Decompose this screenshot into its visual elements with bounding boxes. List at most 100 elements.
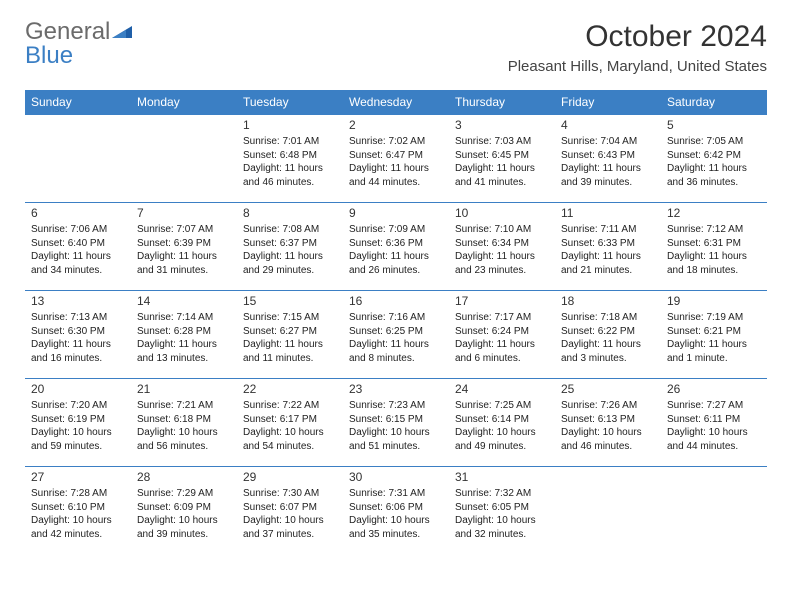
calendar-day: 16 Sunrise: 7:16 AMSunset: 6:25 PMDayligh… [343, 291, 449, 379]
day-number: 23 [349, 382, 443, 396]
day-info: Sunrise: 7:16 AMSunset: 6:25 PMDaylight:… [349, 311, 443, 365]
calendar-day: 15 Sunrise: 7:15 AMSunset: 6:27 PMDayligh… [237, 291, 343, 379]
day-number: 13 [31, 294, 125, 308]
day-number: 16 [349, 294, 443, 308]
day-header: Sunday [25, 90, 131, 115]
day-number: 1 [243, 118, 337, 132]
calendar-day: 4Sunrise: 7:04 AMSunset: 6:43 PMDaylight… [555, 115, 661, 203]
location: Pleasant Hills, Maryland, United States [508, 58, 767, 75]
calendar-day: 21 Sunrise: 7:21 AMSunset: 6:18 PMDayligh… [131, 379, 237, 467]
calendar-day: 13 Sunrise: 7:13 AMSunset: 6:30 PMDayligh… [25, 291, 131, 379]
day-number: 24 [455, 382, 549, 396]
day-info: Sunrise: 7:29 AMSunset: 6:09 PMDaylight:… [137, 487, 231, 541]
day-info: Sunrise: 7:17 AMSunset: 6:24 PMDaylight:… [455, 311, 549, 365]
day-number: 20 [31, 382, 125, 396]
day-number: 7 [137, 206, 231, 220]
day-info: Sunrise: 7:06 AMSunset: 6:40 PMDaylight:… [31, 223, 125, 277]
day-info: Sunrise: 7:21 AMSunset: 6:18 PMDaylight:… [137, 399, 231, 453]
day-number: 8 [243, 206, 337, 220]
day-info: Sunrise: 7:01 AMSunset: 6:48 PMDaylight:… [243, 135, 337, 189]
calendar-week: 27Sunrise: 7:28 AMSunset: 6:10 PMDayligh… [25, 467, 767, 555]
day-number: 9 [349, 206, 443, 220]
calendar-day: 7Sunrise: 7:07 AMSunset: 6:39 PMDaylight… [131, 203, 237, 291]
day-number: 6 [31, 206, 125, 220]
day-info: Sunrise: 7:27 AMSunset: 6:11 PMDaylight:… [667, 399, 761, 453]
logo-text-blue: Blue [25, 44, 73, 68]
calendar-day: 5 Sunrise: 7:05 AMSunset: 6:42 PMDaylight… [661, 115, 767, 203]
day-number: 26 [667, 382, 761, 396]
day-number: 10 [455, 206, 549, 220]
day-header: Wednesday [343, 90, 449, 115]
calendar-day: 6 Sunrise: 7:06 AMSunset: 6:40 PMDaylight… [25, 203, 131, 291]
day-number: 29 [243, 470, 337, 484]
day-header: Monday [131, 90, 237, 115]
day-info: Sunrise: 7:25 AMSunset: 6:14 PMDaylight:… [455, 399, 549, 453]
calendar-day: 20 Sunrise: 7:20 AMSunset: 6:19 PMDayligh… [25, 379, 131, 467]
day-header: Saturday [661, 90, 767, 115]
day-info: Sunrise: 7:09 AMSunset: 6:36 PMDaylight:… [349, 223, 443, 277]
day-info: Sunrise: 7:32 AMSunset: 6:05 PMDaylight:… [455, 487, 549, 541]
day-number: 19 [667, 294, 761, 308]
calendar-day: 27Sunrise: 7:28 AMSunset: 6:10 PMDayligh… [25, 467, 131, 555]
day-number: 15 [243, 294, 337, 308]
calendar-week: 13 Sunrise: 7:13 AMSunset: 6:30 PMDayligh… [25, 291, 767, 379]
calendar-day [25, 115, 131, 203]
day-info: Sunrise: 7:22 AMSunset: 6:17 PMDaylight:… [243, 399, 337, 453]
day-number: 30 [349, 470, 443, 484]
calendar-day: 3 Sunrise: 7:03 AMSunset: 6:45 PMDaylight… [449, 115, 555, 203]
calendar-day [131, 115, 237, 203]
day-info: Sunrise: 7:15 AMSunset: 6:27 PMDaylight:… [243, 311, 337, 365]
calendar-day: 26 Sunrise: 7:27 AMSunset: 6:11 PMDayligh… [661, 379, 767, 467]
day-info: Sunrise: 7:13 AMSunset: 6:30 PMDaylight:… [31, 311, 125, 365]
day-number: 11 [561, 206, 655, 220]
calendar-day: 14Sunrise: 7:14 AMSunset: 6:28 PMDayligh… [131, 291, 237, 379]
day-info: Sunrise: 7:26 AMSunset: 6:13 PMDaylight:… [561, 399, 655, 453]
logo-text-general: General [25, 20, 110, 44]
calendar-day: 12 Sunrise: 7:12 AMSunset: 6:31 PMDayligh… [661, 203, 767, 291]
calendar-day: 29 Sunrise: 7:30 AMSunset: 6:07 PMDayligh… [237, 467, 343, 555]
calendar-day: 17 Sunrise: 7:17 AMSunset: 6:24 PMDayligh… [449, 291, 555, 379]
header: GeneralBlue October 2024 Pleasant Hills,… [25, 20, 767, 75]
calendar-day: 8 Sunrise: 7:08 AMSunset: 6:37 PMDaylight… [237, 203, 343, 291]
day-header: Thursday [449, 90, 555, 115]
day-number: 2 [349, 118, 443, 132]
day-number: 27 [31, 470, 125, 484]
calendar-week: 6 Sunrise: 7:06 AMSunset: 6:40 PMDaylight… [25, 203, 767, 291]
day-number: 21 [137, 382, 231, 396]
day-number: 18 [561, 294, 655, 308]
day-number: 17 [455, 294, 549, 308]
calendar-day: 18 Sunrise: 7:18 AMSunset: 6:22 PMDayligh… [555, 291, 661, 379]
day-info: Sunrise: 7:11 AMSunset: 6:33 PMDaylight:… [561, 223, 655, 277]
day-info: Sunrise: 7:02 AMSunset: 6:47 PMDaylight:… [349, 135, 443, 189]
day-number: 5 [667, 118, 761, 132]
calendar-week: 1 Sunrise: 7:01 AMSunset: 6:48 PMDaylight… [25, 115, 767, 203]
day-info: Sunrise: 7:03 AMSunset: 6:45 PMDaylight:… [455, 135, 549, 189]
day-info: Sunrise: 7:10 AMSunset: 6:34 PMDaylight:… [455, 223, 549, 277]
calendar-table: SundayMondayTuesdayWednesdayThursdayFrid… [25, 90, 767, 555]
calendar-day: 25 Sunrise: 7:26 AMSunset: 6:13 PMDayligh… [555, 379, 661, 467]
day-info: Sunrise: 7:20 AMSunset: 6:19 PMDaylight:… [31, 399, 125, 453]
calendar-body: 1 Sunrise: 7:01 AMSunset: 6:48 PMDaylight… [25, 115, 767, 555]
day-number: 12 [667, 206, 761, 220]
day-header: Friday [555, 90, 661, 115]
day-info: Sunrise: 7:12 AMSunset: 6:31 PMDaylight:… [667, 223, 761, 277]
calendar-day: 1 Sunrise: 7:01 AMSunset: 6:48 PMDaylight… [237, 115, 343, 203]
day-info: Sunrise: 7:18 AMSunset: 6:22 PMDaylight:… [561, 311, 655, 365]
day-header: Tuesday [237, 90, 343, 115]
day-number: 3 [455, 118, 549, 132]
calendar-day: 31 Sunrise: 7:32 AMSunset: 6:05 PMDayligh… [449, 467, 555, 555]
day-number: 31 [455, 470, 549, 484]
title-block: October 2024 Pleasant Hills, Maryland, U… [508, 20, 767, 75]
calendar-day: 9 Sunrise: 7:09 AMSunset: 6:36 PMDaylight… [343, 203, 449, 291]
calendar-week: 20 Sunrise: 7:20 AMSunset: 6:19 PMDayligh… [25, 379, 767, 467]
calendar-header: SundayMondayTuesdayWednesdayThursdayFrid… [25, 90, 767, 115]
day-info: Sunrise: 7:30 AMSunset: 6:07 PMDaylight:… [243, 487, 337, 541]
calendar-day: 28Sunrise: 7:29 AMSunset: 6:09 PMDayligh… [131, 467, 237, 555]
day-number: 25 [561, 382, 655, 396]
day-info: Sunrise: 7:05 AMSunset: 6:42 PMDaylight:… [667, 135, 761, 189]
calendar-day [661, 467, 767, 555]
calendar-day: 11 Sunrise: 7:11 AMSunset: 6:33 PMDayligh… [555, 203, 661, 291]
day-info: Sunrise: 7:08 AMSunset: 6:37 PMDaylight:… [243, 223, 337, 277]
day-number: 14 [137, 294, 231, 308]
day-info: Sunrise: 7:04 AMSunset: 6:43 PMDaylight:… [561, 135, 655, 189]
